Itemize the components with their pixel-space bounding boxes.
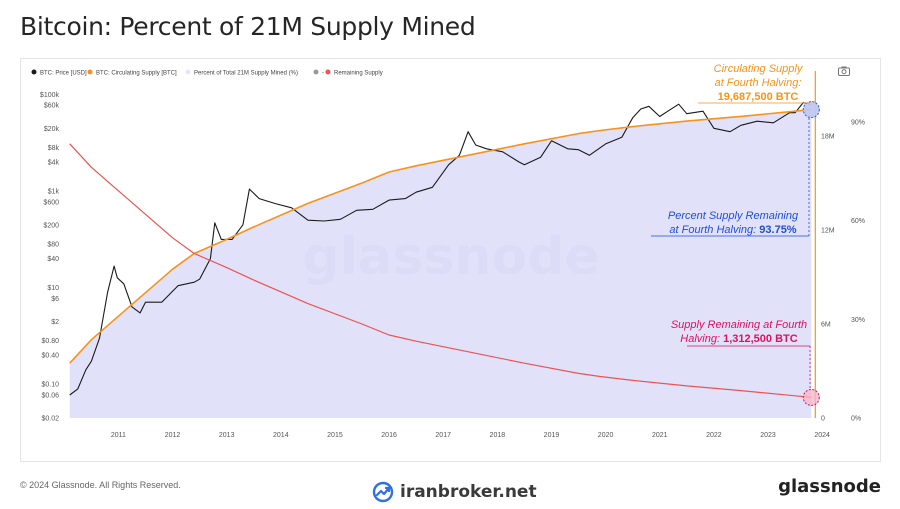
- x-tick-label: 2018: [490, 432, 506, 439]
- y-supply-tick-label: 18M: [821, 134, 835, 141]
- y-left-tick-label: $80: [47, 242, 59, 249]
- remaining-endpoint-marker: [802, 388, 820, 406]
- legend-swatch: [325, 69, 331, 75]
- series-lines: [69, 102, 812, 398]
- annotation-line1: Circulating Supply: [714, 63, 804, 75]
- legend-item: Percent of Total 21M Supply Mined (%): [185, 69, 298, 77]
- x-tick-label: 2012: [165, 432, 181, 439]
- x-tick-label: 2016: [381, 432, 397, 439]
- x-tick-label: 2022: [706, 432, 722, 439]
- y-left-tick-label: $6: [51, 296, 59, 303]
- y-supply-tick-label: 6M: [821, 322, 831, 329]
- x-tick-label: 2020: [598, 432, 614, 439]
- y-left-tick-label: $0.40: [41, 353, 59, 360]
- percent-endpoint-marker: [802, 101, 820, 119]
- y-supply-tick-label: 12M: [821, 228, 835, 235]
- partner-text: iranbroker.net: [400, 482, 537, 502]
- axes: 2011 2012 2013 2014 2015 2016 2017 2018 2019 2020…: [40, 92, 865, 439]
- annotation-circulating-supply: Circulating Supply at Fourth Halving: 19,6…: [698, 63, 811, 104]
- chart-growth-icon: [372, 481, 394, 503]
- y-left-tick-label: $0.02: [41, 416, 59, 423]
- series-line-btc-circulating-supply-btc: [69, 108, 812, 364]
- annotation-line2: Halving: 1,312,500 BTC: [680, 333, 797, 345]
- x-tick-label: 2014: [273, 432, 289, 439]
- series-line-btc-price-usd: [69, 102, 812, 396]
- annotation-value: 19,687,500 BTC: [718, 91, 799, 103]
- y-left-tick-label: $40: [47, 256, 59, 263]
- legend-label: BTC: Circulating Supply [BTC]: [96, 71, 177, 77]
- legend-item: Remaining Supply: [325, 69, 383, 77]
- annotation-percent-remaining: Percent Supply Remaining at Fourth Halvin…: [651, 117, 810, 237]
- annotation-line2-text: at Fourth Halving:: [669, 224, 759, 236]
- y-left-tick-label: $8k: [48, 145, 60, 152]
- annotation-line1: Percent Supply Remaining: [668, 210, 799, 222]
- page-title: Bitcoin: Percent of 21M Supply Mined: [20, 12, 476, 41]
- y-left-tick-label: $10: [47, 285, 59, 292]
- percent-area: [69, 109, 812, 418]
- legend-swatch: [185, 69, 191, 75]
- y-left-tick-label: $100k: [40, 92, 60, 99]
- legend-label: Percent of Total 21M Supply Mined (%): [194, 71, 298, 77]
- annotation-line2-text: Halving:: [680, 333, 723, 345]
- y-left-tick-label: $200: [43, 222, 59, 229]
- annotation-value: 1,312,500 BTC: [723, 333, 798, 345]
- annotation-supply-remaining: Supply Remaining at Fourth Halving: 1,312…: [671, 319, 811, 390]
- annotation-value: 93.75%: [759, 224, 797, 236]
- copyright-text: © 2024 Glassnode. All Rights Reserved.: [20, 480, 181, 490]
- x-tick-label: 2021: [652, 432, 668, 439]
- x-tick-label: 2024: [814, 432, 830, 439]
- legend-label: BTC: Price [USD]: [40, 71, 87, 77]
- annotation-line1: Supply Remaining at Fourth: [671, 319, 807, 331]
- y-left-tick-label: $2: [51, 319, 59, 326]
- annotation-line2: at Fourth Halving: 93.75%: [669, 224, 796, 236]
- y-left-tick-label: $20k: [44, 126, 60, 133]
- y-left-tick-label: $0.80: [41, 338, 59, 345]
- camera-icon[interactable]: [838, 66, 850, 76]
- brand-logo: glassnode: [778, 476, 881, 497]
- y-percent-tick-label: 60%: [851, 218, 865, 225]
- x-tick-label: 2019: [544, 432, 560, 439]
- y-supply-tick-label: 0: [821, 416, 825, 423]
- y-percent-tick-label: 90%: [851, 119, 865, 126]
- y-percent-tick-label: 30%: [851, 317, 865, 324]
- legend-item: BTC: Price [USD]: [31, 69, 87, 77]
- legend-label: -: [322, 71, 324, 77]
- chart-frame: BTC: Price [USD] BTC: Circulating Supply …: [20, 58, 881, 462]
- y-percent-tick-label: 0%: [851, 416, 861, 423]
- x-tick-label: 2011: [111, 432, 126, 439]
- partner-logo: iranbroker.net: [372, 480, 537, 504]
- x-tick-label: 2023: [760, 432, 776, 439]
- legend-item: BTC: Circulating Supply [BTC]: [87, 69, 177, 77]
- legend-label: Remaining Supply: [334, 71, 383, 77]
- x-tick-label: 2015: [327, 432, 343, 439]
- y-left-tick-label: $4k: [48, 160, 60, 167]
- chart-svg: BTC: Price [USD] BTC: Circulating Supply …: [31, 63, 865, 439]
- legend-swatch: [313, 69, 319, 75]
- y-left-tick-label: $0.10: [41, 382, 59, 389]
- annotation-line2: at Fourth Halving:: [715, 77, 802, 89]
- y-left-tick-label: $0.06: [41, 392, 59, 399]
- annotations: Circulating Supply at Fourth Halving: 19,6…: [651, 63, 820, 418]
- legend: BTC: Price [USD] BTC: Circulating Supply …: [31, 69, 383, 77]
- legend-swatch: [31, 69, 37, 75]
- y-left-tick-label: $1k: [48, 189, 60, 196]
- legend-item: -: [313, 69, 324, 77]
- series-line-remaining-supply: [69, 143, 812, 398]
- x-tick-label: 2017: [435, 432, 451, 439]
- legend-swatch: [87, 69, 93, 75]
- x-tick-label: 2013: [219, 432, 235, 439]
- percent-area-fill: [69, 109, 812, 418]
- y-left-tick-label: $600: [43, 199, 59, 206]
- y-left-tick-label: $60k: [44, 103, 60, 110]
